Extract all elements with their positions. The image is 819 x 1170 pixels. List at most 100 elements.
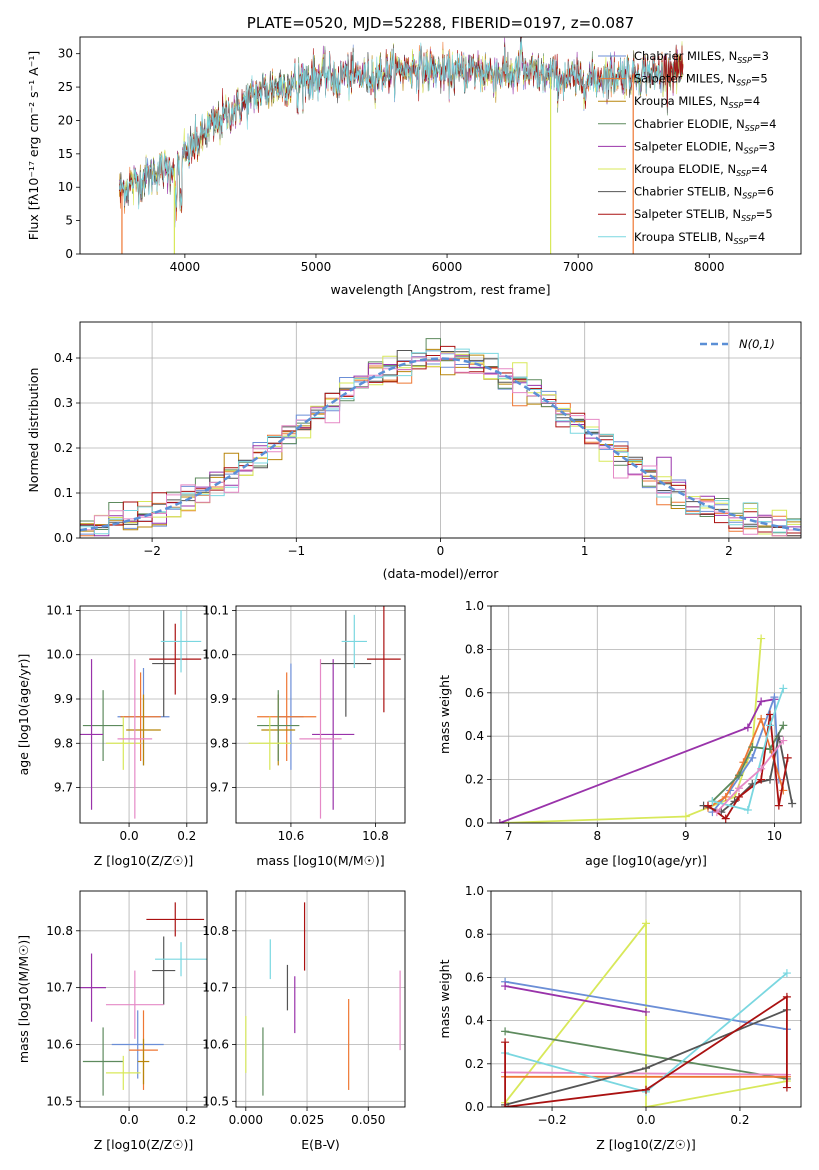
x-tick-label: −0.2	[537, 1113, 566, 1127]
x-tick-label: 6000	[432, 260, 463, 274]
weight-marker	[501, 1103, 510, 1107]
y-tick-label: 10.6	[46, 1037, 73, 1051]
y-tick-label: 10.5	[46, 1094, 73, 1108]
errorbar-point	[152, 610, 176, 717]
y-axis-label: Flux [fλ10⁻¹⁷ erg cm⁻² s⁻¹ A⁻¹]	[26, 51, 41, 240]
errorbar-point	[105, 1055, 141, 1090]
weight-marker	[779, 684, 788, 693]
weight-marker	[748, 753, 757, 762]
weight-marker	[779, 736, 788, 745]
axes-frame	[235, 890, 406, 1108]
x-tick-label: 2	[725, 544, 733, 558]
errorbar-point	[82, 690, 124, 761]
weight-marker	[770, 693, 779, 702]
x-tick-label: 7000	[563, 260, 594, 274]
plot-area	[119, 37, 684, 254]
y-tick-label: 9.7	[210, 781, 229, 795]
weight-line-7	[712, 688, 785, 812]
y-tick-label: 0.6	[465, 686, 484, 700]
errorbar-point	[117, 659, 153, 819]
axes-frame	[79, 321, 802, 539]
plot-area	[80, 610, 202, 819]
y-tick-label: 0.4	[465, 1014, 484, 1028]
weight-marker	[501, 1027, 510, 1036]
axes-frame	[79, 36, 802, 255]
axes-weight_vs_Z: −0.2 0.0 0.2 0.0 0.2 0.4 0.6 0.8 1.0 Z [log10(Z/Z…	[437, 884, 802, 1152]
y-tick-label: 10.0	[46, 648, 73, 662]
legend-label-end: =3	[758, 139, 775, 153]
errorbar-point	[312, 659, 355, 810]
x-tick-label: 0.050	[351, 1113, 385, 1127]
x-axis-label: mass [log10(M/M☉)]	[256, 853, 384, 868]
y-tick-label: 0.4	[54, 351, 73, 365]
y-tick-label: 10	[58, 180, 73, 194]
weight-marker	[743, 805, 752, 814]
x-tick-label: −2	[143, 544, 161, 558]
weight-marker	[779, 721, 788, 730]
legend-label-7: Salpeter STELIB, NSSP=5	[634, 207, 773, 223]
x-tick-label: 0.025	[290, 1113, 324, 1127]
weight-line-8	[716, 739, 785, 813]
weight-marker	[735, 771, 743, 780]
errorbar-point	[111, 1010, 164, 1079]
x-axis-label: Z [log10(Z/Z☉)]	[94, 1137, 194, 1152]
legend-label-6: Chabrier STELIB, NSSP=6	[634, 185, 774, 201]
errorbar-point	[82, 1027, 124, 1096]
weight-marker	[779, 786, 788, 795]
x-tick-label: 1	[581, 544, 589, 558]
y-tick-label: 0.0	[465, 816, 484, 830]
errorbar-point	[257, 690, 300, 761]
weight-marker	[642, 1103, 650, 1107]
chart-title: PLATE=0520, MJD=52288, FIBERID=0197, z=0…	[247, 14, 634, 32]
y-tick-label: 9.7	[54, 781, 73, 795]
y-tick-label: 10.1	[202, 603, 229, 617]
weight-marker	[735, 784, 743, 793]
errorbar-point	[137, 1038, 150, 1085]
weight-marker	[721, 814, 730, 823]
y-axis-label: mass [log10(M/M☉)]	[16, 935, 31, 1063]
legend-label-3: Chabrier ELODIE, NSSP=4	[634, 117, 776, 133]
errorbar-point	[155, 942, 207, 977]
weight-marker	[766, 721, 774, 730]
x-tick-label: −1	[287, 544, 305, 558]
legend-label-end: =4	[760, 117, 777, 131]
plot-area	[80, 902, 207, 1096]
legend-label-sub: SSP	[744, 146, 759, 155]
legend-label-5: Kroupa ELODIE, NSSP=4	[634, 162, 768, 178]
legend-label-end: =3	[752, 49, 769, 63]
weight-line-1	[504, 980, 788, 1031]
weight-marker	[708, 797, 717, 806]
y-tick-label: 10.6	[202, 1037, 229, 1051]
axes-age_vs_Z: 0.0 0.2 9.7 9.8 9.9 10.0 10.1 Z [log10(Z/Z☉)] ag…	[16, 603, 208, 868]
x-axis-label: age [log10(age/yr)]	[585, 853, 707, 868]
y-tick-label: 1.0	[465, 884, 484, 898]
weight-marker	[757, 697, 766, 706]
weight-marker	[704, 801, 712, 810]
y-tick-label: 0.0	[465, 1100, 484, 1114]
x-tick-label: 0	[437, 544, 445, 558]
legend-label-4: Salpeter ELODIE, NSSP=3	[634, 139, 775, 155]
errorbar-point	[149, 623, 202, 695]
errorbar-point	[126, 694, 161, 766]
x-tick-label: 0.2	[177, 829, 196, 843]
x-tick-label: 8000	[694, 260, 725, 274]
weight-marker	[757, 634, 766, 643]
y-tick-label: 10.7	[202, 981, 229, 995]
spectrum-line-5	[119, 37, 684, 218]
plot-area	[495, 634, 797, 823]
weight-marker	[757, 775, 766, 784]
x-tick-label: 7	[505, 829, 513, 843]
weight-marker	[501, 1038, 510, 1047]
legend-label-main: Kroupa STELIB, N	[634, 230, 734, 244]
y-tick-label: 10.1	[46, 603, 73, 617]
x-axis-label: (data-model)/error	[383, 566, 500, 581]
weight-line-3	[504, 1030, 788, 1080]
y-tick-label: 1.0	[465, 599, 484, 613]
axes-weight_vs_age: 7 8 9 10 0.0 0.2 0.4 0.6 0.8 1.0 age [log10(age/yr…	[437, 599, 802, 868]
y-tick-label: 10.5	[202, 1094, 229, 1108]
plot-area	[80, 338, 801, 538]
x-axis-label: E(B-V)	[301, 1137, 340, 1152]
weight-marker	[743, 723, 752, 732]
y-tick-label: 0	[65, 247, 73, 261]
legend-label-main: Salpeter ELODIE, N	[634, 139, 744, 153]
